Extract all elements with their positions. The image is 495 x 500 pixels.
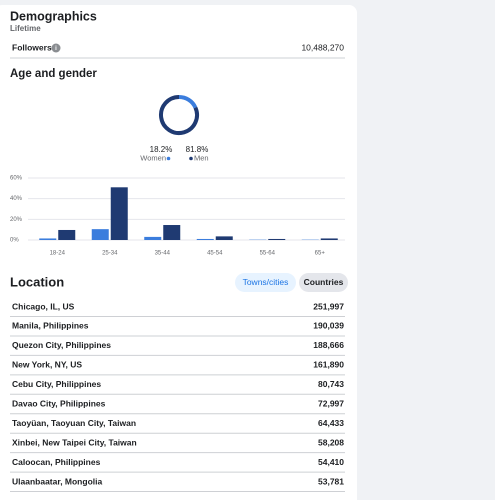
bar [320, 238, 338, 240]
info-icon[interactable] [51, 43, 61, 53]
donut-segment [178, 95, 198, 109]
followers-value: 10,488,270 [301, 42, 344, 52]
location-name: Caloocan, Philippines [12, 457, 101, 467]
bar [163, 225, 181, 240]
location-value: 80,743 [318, 379, 344, 389]
legend-label: Men [194, 153, 209, 162]
x-tick-label: 55-64 [260, 251, 276, 257]
bar [268, 238, 286, 240]
bar [58, 229, 76, 240]
location-name: New York, NY, US [12, 360, 82, 370]
y-tick-label: 60% [10, 176, 23, 182]
x-tick-label: 35-44 [155, 251, 171, 257]
location-value: 64,433 [318, 418, 344, 428]
x-tick-label: 45-54 [207, 251, 223, 257]
title: Demographics [10, 9, 97, 23]
location-value: 54,410 [318, 457, 344, 467]
donut-value: 81.8% [186, 145, 209, 154]
location-name: Cebu City, Philippines [12, 379, 101, 389]
location-name: Manila, Philippines [12, 321, 89, 331]
bar [91, 229, 109, 240]
location-name: Xinbei, New Taipei City, Taiwan [12, 437, 137, 447]
donut-value: 18.2% [150, 145, 173, 154]
followers-label: Followers [12, 42, 52, 52]
y-tick-label: 0% [10, 238, 19, 244]
location-value: 53,781 [318, 476, 344, 486]
bar [39, 238, 57, 240]
y-tick-label: 40% [10, 196, 23, 202]
subtitle: Lifetime [10, 24, 41, 33]
location-name: Davao City, Philippines [12, 399, 106, 409]
location-value: 251,997 [313, 301, 344, 311]
bar [196, 238, 214, 240]
tab-label: Countries [304, 277, 344, 287]
donut-segment [159, 95, 199, 135]
bar [215, 236, 233, 240]
y-tick-label: 20% [10, 217, 23, 223]
legend-label: Women [140, 153, 166, 162]
card [0, 5, 357, 500]
x-tick-label: 25-34 [102, 251, 118, 257]
location-name: Ulaanbaatar, Mongolia [12, 476, 102, 486]
location-name: Chicago, IL, US [12, 301, 75, 311]
location-value: 161,890 [313, 360, 344, 370]
x-tick-label: 65+ [315, 251, 326, 257]
bar [144, 236, 162, 240]
tab-countries[interactable] [299, 273, 348, 292]
section-title: Location [10, 274, 64, 289]
tab-label: Towns/cities [243, 277, 289, 287]
location-value: 58,208 [318, 437, 344, 447]
location-name: Quezon City, Philippines [12, 340, 111, 350]
section-title: Age and gender [10, 68, 97, 80]
x-tick-label: 18-24 [50, 251, 66, 257]
tab-towns[interactable] [235, 273, 296, 292]
location-value: 190,039 [313, 321, 344, 331]
bar [110, 187, 128, 240]
location-value: 72,997 [318, 399, 344, 409]
legend-dot [166, 156, 171, 161]
info-glyph: i [55, 46, 57, 52]
location-name: Taoyüan, Taoyuan City, Taiwan [12, 418, 136, 428]
location-value: 188,666 [313, 340, 344, 350]
legend-dot [189, 156, 193, 161]
